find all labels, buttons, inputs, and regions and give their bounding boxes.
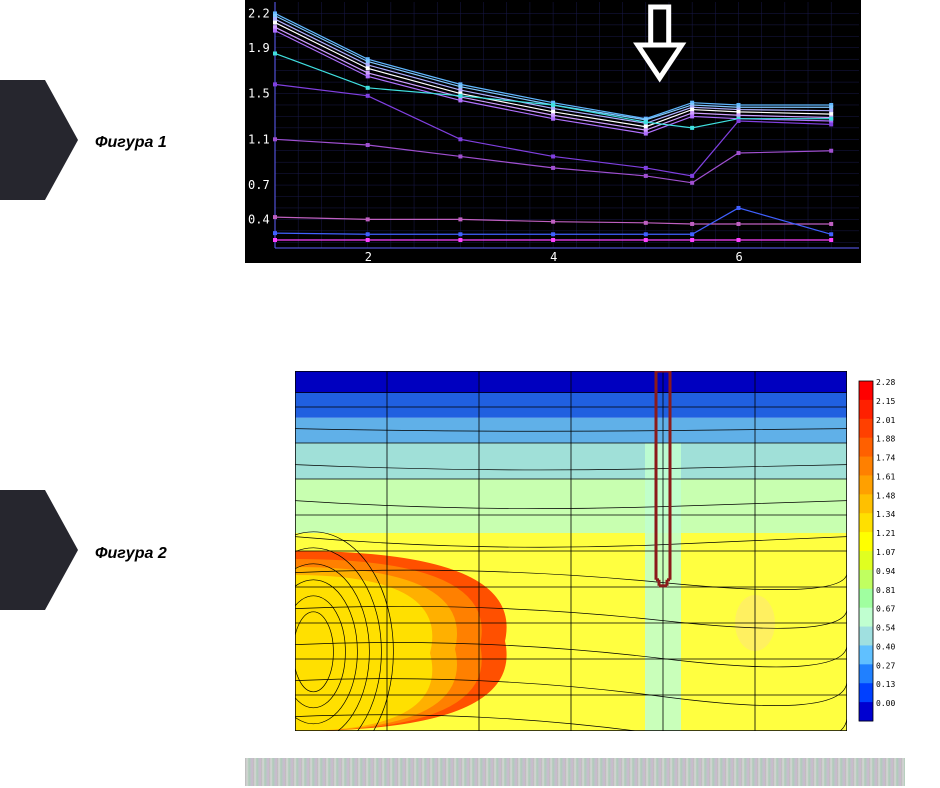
svg-text:1.5: 1.5 <box>248 87 270 101</box>
svg-text:2.01: 2.01 <box>876 416 895 425</box>
section-marker-1 <box>0 80 80 200</box>
svg-text:2: 2 <box>384 355 391 368</box>
svg-text:0.40: 0.40 <box>876 642 895 651</box>
svg-text:6: 6 <box>735 250 742 263</box>
noise-bar <box>245 758 905 786</box>
contour-heatmap: 2 3 4 5 6 7 -10 -20 -30 -40 -50 -60 -70 -80 -90 -100 2.… <box>245 353 905 733</box>
svg-text:0.81: 0.81 <box>876 586 895 595</box>
svg-text:-40: -40 <box>265 509 285 522</box>
svg-text:5: 5 <box>660 355 667 368</box>
svg-text:1.74: 1.74 <box>876 454 895 463</box>
svg-text:1.1: 1.1 <box>248 132 270 146</box>
svg-text:0.13: 0.13 <box>876 680 895 689</box>
section-marker-2 <box>0 490 80 610</box>
svg-text:-80: -80 <box>265 653 285 666</box>
svg-text:2.28: 2.28 <box>876 378 895 387</box>
svg-text:1.34: 1.34 <box>876 510 895 519</box>
svg-text:0.4: 0.4 <box>248 212 270 226</box>
svg-text:-10: -10 <box>265 401 285 414</box>
svg-text:2.2: 2.2 <box>248 6 270 20</box>
svg-text:6: 6 <box>752 355 759 368</box>
svg-text:3: 3 <box>476 355 483 368</box>
svg-text:-20: -20 <box>265 437 285 450</box>
svg-text:4: 4 <box>568 355 575 368</box>
line-chart: 2.2 1.9 1.5 1.1 0.7 0.4 2 4 6 <box>245 0 861 263</box>
svg-text:0.00: 0.00 <box>876 699 895 708</box>
svg-text:-90: -90 <box>265 689 285 702</box>
svg-text:1.88: 1.88 <box>876 435 895 444</box>
svg-text:-50: -50 <box>265 545 285 558</box>
svg-text:1.61: 1.61 <box>876 472 895 481</box>
svg-text:1.48: 1.48 <box>876 491 895 500</box>
svg-text:1.21: 1.21 <box>876 529 895 538</box>
svg-text:-100: -100 <box>265 725 292 733</box>
svg-text:0.67: 0.67 <box>876 605 895 614</box>
svg-text:2.15: 2.15 <box>876 397 895 406</box>
svg-text:1.9: 1.9 <box>248 41 270 55</box>
svg-text:0.7: 0.7 <box>248 178 270 192</box>
svg-text:1.07: 1.07 <box>876 548 895 557</box>
svg-text:-60: -60 <box>265 581 285 594</box>
figure-2-label: Фигура 2 <box>95 545 167 563</box>
svg-text:0.27: 0.27 <box>876 661 895 670</box>
svg-text:-70: -70 <box>265 617 285 630</box>
svg-text:0.54: 0.54 <box>876 624 895 633</box>
svg-text:4: 4 <box>550 250 557 263</box>
svg-text:0.94: 0.94 <box>876 567 895 576</box>
svg-text:7: 7 <box>844 355 851 368</box>
figure-1-label: Фигура 1 <box>95 134 167 152</box>
svg-text:2: 2 <box>365 250 372 263</box>
svg-text:-30: -30 <box>265 473 285 486</box>
